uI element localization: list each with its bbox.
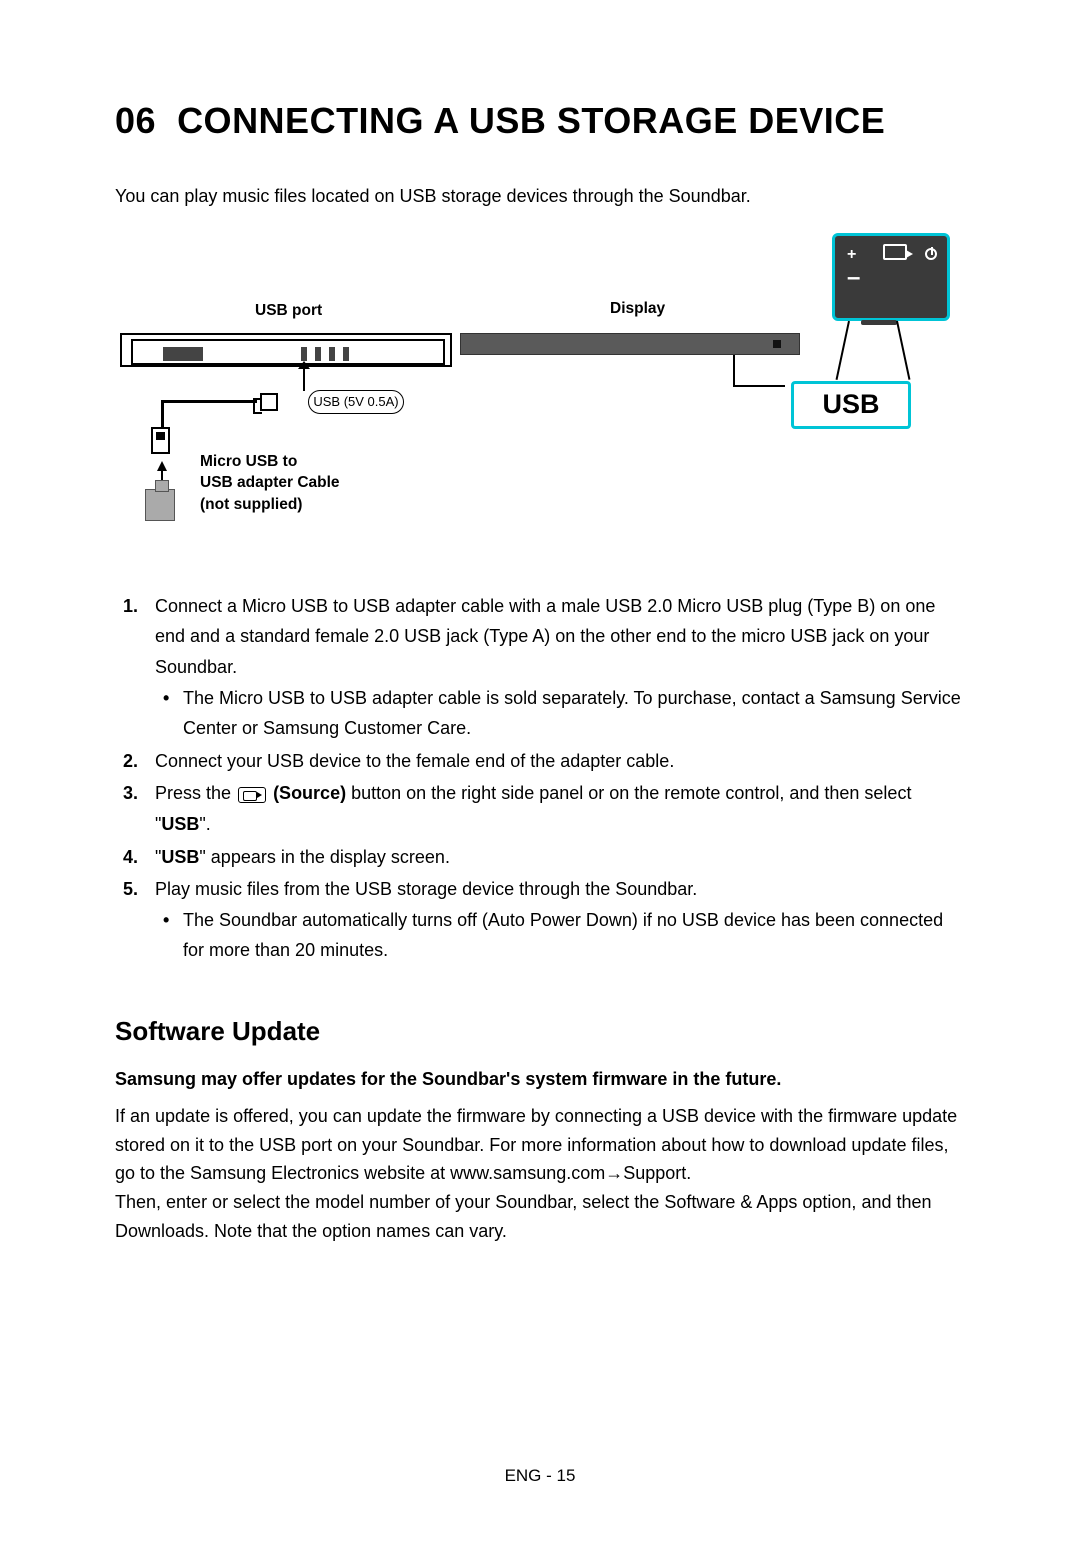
power-icon — [925, 248, 937, 260]
device-top-icon — [460, 333, 800, 355]
instruction-step: "USB" appears in the display screen. — [115, 842, 965, 873]
display-value: USB — [822, 389, 879, 420]
section-title-text: CONNECTING A USB STORAGE DEVICE — [177, 100, 885, 141]
adapter-label-line: USB adapter Cable — [200, 472, 340, 494]
instruction-step: Press the (Source) button on the right s… — [115, 778, 965, 839]
step-suffix: " appears in the display screen. — [199, 847, 450, 867]
intro-text: You can play music files located on USB … — [115, 182, 965, 211]
volume-up-icon: + — [847, 246, 856, 264]
software-update-para: Then, enter or select the model number o… — [115, 1188, 965, 1246]
callout-line — [733, 385, 785, 387]
adapter-label-line: Micro USB to — [200, 451, 340, 473]
source-panel-icon — [883, 244, 907, 260]
step-text: Play music files from the USB storage de… — [155, 879, 697, 899]
callout-line — [733, 355, 735, 385]
source-button-icon — [238, 787, 266, 803]
step-strong: USB — [161, 814, 199, 834]
adapter-label-line: (not supplied) — [200, 494, 340, 516]
micro-usb-plug-icon — [260, 393, 278, 411]
step-bullet: The Soundbar automatically turns off (Au… — [155, 905, 965, 966]
usb-port-label: USB port — [255, 302, 322, 320]
cable-icon — [161, 400, 257, 403]
instruction-step: Connect your USB device to the female en… — [115, 746, 965, 777]
instruction-list: Connect a Micro USB to USB adapter cable… — [115, 591, 965, 966]
step-prefix: Press the — [155, 783, 236, 803]
soundbar-rear-icon — [120, 333, 452, 367]
page-footer: ENG - 15 — [115, 1466, 965, 1486]
instruction-step: Connect a Micro USB to USB adapter cable… — [115, 591, 965, 744]
usb-spec-badge: USB (5V 0.5A) — [308, 390, 404, 414]
instruction-step: Play music files from the USB storage de… — [115, 874, 965, 966]
arrow-up-icon — [157, 461, 167, 471]
connection-diagram: USB port Display + – USB (5V 0.5A) Micro… — [115, 241, 965, 561]
display-readout: USB — [791, 381, 911, 429]
software-update-bold: Samsung may offer updates for the Soundb… — [115, 1065, 965, 1094]
volume-down-icon: – — [847, 272, 860, 284]
step-suffix: button on the right side panel or on the… — [155, 783, 911, 834]
software-update-heading: Software Update — [115, 1016, 965, 1047]
step-bullet: The Micro USB to USB adapter cable is so… — [155, 683, 965, 744]
display-label: Display — [610, 300, 665, 318]
step-tail: ". — [199, 814, 210, 834]
usb-female-jack-icon — [151, 427, 170, 454]
pointer-line — [303, 367, 305, 391]
step-text: Connect a Micro USB to USB adapter cable… — [155, 596, 935, 677]
cable-icon — [161, 400, 164, 428]
section-number: 06 — [115, 100, 156, 141]
software-update-para: If an update is offered, you can update … — [115, 1102, 965, 1188]
step-strong: USB — [161, 847, 199, 867]
callout-line — [896, 321, 910, 380]
callout-line — [835, 321, 849, 380]
step-text: Connect your USB device to the female en… — [155, 751, 674, 771]
source-label: (Source) — [273, 783, 346, 803]
section-title: 06 CONNECTING A USB STORAGE DEVICE — [115, 100, 965, 142]
usb-drive-icon — [145, 489, 175, 521]
remote-panel-icon: + – — [832, 233, 950, 321]
